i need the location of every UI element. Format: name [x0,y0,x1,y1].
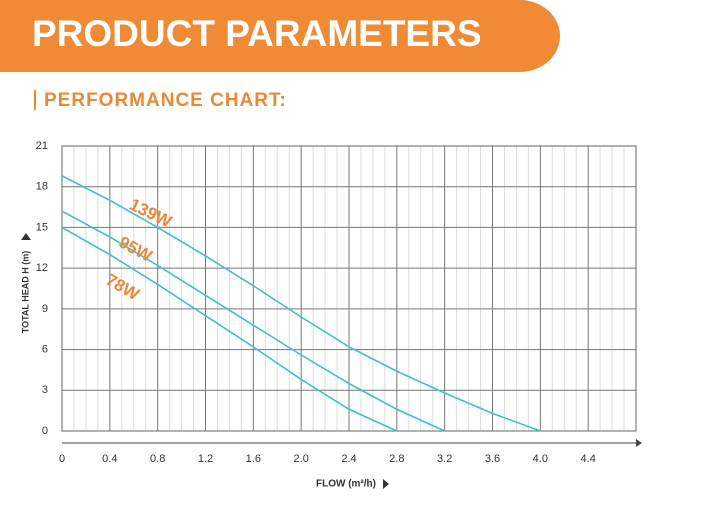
y-tick-label: 3 [42,384,48,396]
x-tick-label: 3.2 [437,453,452,465]
y-tick-label: 6 [42,343,48,355]
x-tick-label: 4.4 [581,453,596,465]
y-axis-arrow [21,233,31,240]
y-tick-label: 15 [36,221,48,233]
x-tick-label: 0.4 [102,453,117,465]
x-tick-label: 1.6 [246,453,261,465]
header-title: PRODUCT PARAMETERS [32,13,482,54]
x-tick-label: 0 [59,453,65,465]
series-label: 78W [103,270,144,304]
x-tick-label: 1.2 [198,453,213,465]
x-axis-arrow [383,479,389,489]
x-tick-label: 3.6 [485,453,500,465]
y-tick-label: 21 [36,140,48,152]
x-tick-label: 4.0 [533,453,548,465]
y-tick-label: 18 [36,181,48,193]
header-banner [0,0,560,72]
x-tick-label: 0.8 [150,453,165,465]
series-line [61,226,398,432]
subtitle-bar [34,90,36,110]
plot-frame [61,145,637,432]
y-tick-label: 0 [42,425,48,437]
x-tick-label: 2.0 [294,453,309,465]
y-tick-label: 12 [36,262,48,274]
x-tick-label: 2.8 [389,453,404,465]
x-tick-label: 2.4 [341,453,356,465]
y-tick-label: 9 [42,303,48,315]
series-line [61,210,445,432]
y-axis-label: TOTAL HEAD H (m) [20,251,30,334]
x-axis-label: FLOW (m³/h) [316,479,376,490]
x-axis-end-arrow [636,439,642,447]
series-line [61,175,541,432]
subtitle: PERFORMANCE CHART: [44,90,287,111]
